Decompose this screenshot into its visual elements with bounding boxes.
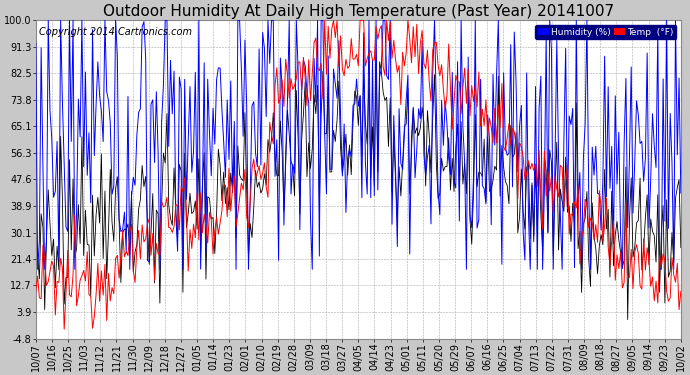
Legend: Humidity (%), Temp  (°F): Humidity (%), Temp (°F) bbox=[535, 25, 676, 39]
Text: Copyright 2014 Cartronics.com: Copyright 2014 Cartronics.com bbox=[39, 27, 192, 37]
Title: Outdoor Humidity At Daily High Temperature (Past Year) 20141007: Outdoor Humidity At Daily High Temperatu… bbox=[103, 4, 614, 19]
